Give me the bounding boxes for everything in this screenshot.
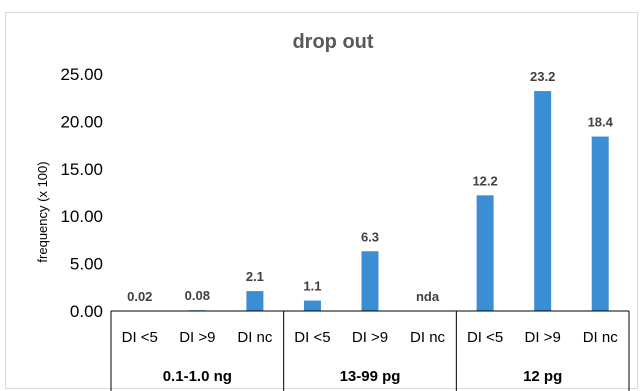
category-label: DI >9 (352, 329, 388, 346)
data-label: 1.1 (303, 279, 321, 294)
y-tick-label: 20.00 (60, 112, 103, 131)
bar (246, 291, 264, 311)
group-label: 0.1-1.0 ng (163, 368, 232, 385)
group-label: 13-99 pg (340, 368, 401, 385)
y-tick-label: 5.00 (70, 255, 103, 274)
bar (303, 300, 321, 311)
group-label: 12 pg (523, 368, 562, 385)
category-label: DI <5 (294, 329, 330, 346)
y-tick-label: 0.00 (70, 302, 103, 321)
category-label: DI >9 (179, 329, 215, 346)
data-label: 2.1 (246, 269, 264, 284)
category-label: DI <5 (467, 329, 503, 346)
category-labels: DI <5 DI >9 DI nc DI <5 DI >9 DI nc DI <5 DI >9… (122, 329, 619, 346)
data-label: 18.4 (588, 115, 614, 130)
bar (361, 251, 379, 311)
data-label: 6.3 (361, 229, 379, 244)
chart-title: drop out (292, 31, 373, 53)
y-axis-label: frequency (x 100) (35, 161, 50, 262)
y-tick-label: 15.00 (60, 160, 103, 179)
data-label: 23.2 (530, 69, 555, 84)
y-tick-label: 10.00 (60, 207, 103, 226)
category-label: DI >9 (525, 329, 561, 346)
bar (591, 136, 609, 311)
y-tick-label: 25.00 (60, 65, 103, 84)
y-axis: 0.00 5.00 10.00 15.00 20.00 25.00 (60, 65, 103, 321)
data-labels: 0.02 0.08 2.1 1.1 6.3 nda 12.2 23.2 18.4 (127, 69, 614, 304)
category-label: DI nc (237, 329, 273, 346)
bar (534, 91, 552, 312)
data-label: 0.08 (185, 288, 210, 303)
bar (476, 195, 494, 311)
x-axis (110, 310, 630, 391)
category-label: DI nc (410, 329, 446, 346)
data-label: 12.2 (472, 173, 497, 188)
bars (131, 91, 609, 312)
data-label: 0.02 (127, 289, 152, 304)
category-label: DI nc (583, 329, 619, 346)
group-labels: 0.1-1.0 ng 13-99 pg 12 pg (163, 368, 563, 385)
data-label: nda (416, 289, 440, 304)
category-label: DI <5 (122, 329, 158, 346)
